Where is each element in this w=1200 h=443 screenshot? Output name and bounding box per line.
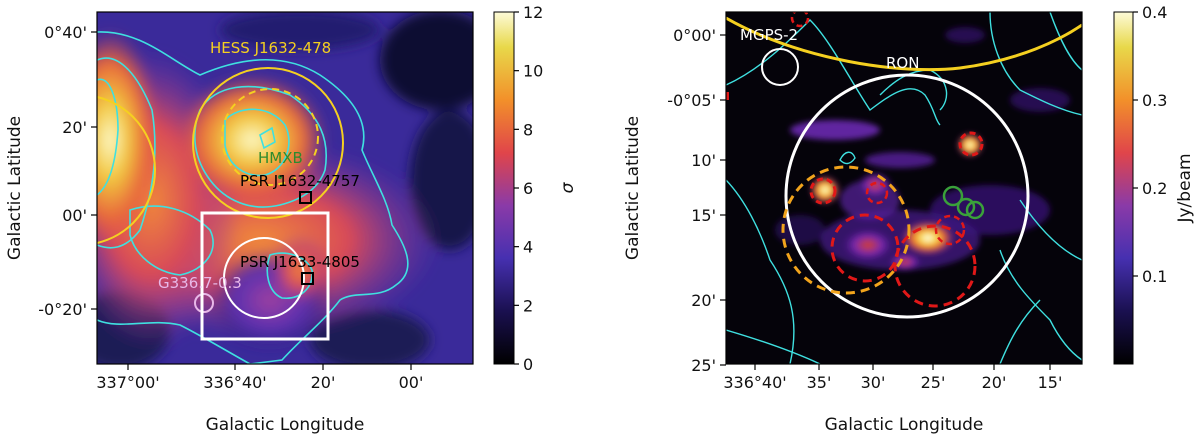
snr-circle [194,293,214,313]
right-colorbar-label: Jy/beam [1175,153,1195,223]
red-dashed-circle-5 [865,181,889,205]
x-tick-label: 20' [982,373,1007,392]
y-tick-label: -0°05' [667,91,716,110]
red-dashed-circle-3 [809,177,837,205]
snr-label: G336.7-0.3 [158,274,242,292]
y-tick-label: 0°00' [673,26,716,45]
y-tick-label: 10' [691,151,716,170]
left-heatmap [97,12,473,364]
mgps-label: MGPS-2 [740,26,798,44]
neighbour-circle [97,95,156,245]
cb-tick-label: 0.2 [1142,179,1167,198]
edge-marker [726,92,729,100]
psr2-marker [301,272,314,285]
left-colorbar-label: σ [558,181,578,193]
y-tick-label: 15' [691,206,716,225]
x-tick-label: 35' [807,373,832,392]
orange-dashed-circle [781,165,911,295]
psr2-label: PSR J1633-4805 [240,253,360,271]
ron-circle [784,73,1030,319]
cb-tick-label: 4 [523,238,533,257]
x-tick-label: 15' [1038,373,1063,392]
y-tick-label: 20' [691,291,716,310]
right-frame [725,11,1083,365]
x-tick-label: 00' [399,373,424,392]
cb-tick-label: 12 [523,3,543,22]
hmxb-label: HMXB [258,149,303,167]
right-yticks: 0°00' -0°05' 10' 15' 20' 25' [667,26,726,375]
cb-tick-label: 0 [523,355,533,374]
cb-tick-label: 8 [523,120,533,139]
ron-arc [726,16,1082,72]
mgps-beam [761,48,799,86]
y-tick-label: 0°40' [44,23,87,42]
cb-tick-label: 0.4 [1142,3,1167,22]
psr1-marker [299,191,312,204]
right-xticks: 336°40' 35' 30' 25' 20' 15' [723,364,1062,392]
red-dashed-circle-4 [958,131,984,157]
white-circle [223,237,305,319]
green-circle-3 [965,200,985,220]
y-tick-label: -0°20' [38,300,87,319]
ron-label: RON [886,54,919,72]
cb-tick-label: 6 [523,179,533,198]
cb-tick-label: 0.3 [1142,91,1167,110]
cb-tick-label: 2 [523,296,533,315]
right-panel: MGPS-2 RON 336°40' 35' 30' 25' 20' 15' 0°00' -… [623,3,1195,435]
cb-tick-label: 10 [523,62,543,81]
hmxb-marker [278,175,282,179]
psr1-label: PSR J1632-4757 [240,172,360,190]
red-dashed-circle-7 [790,12,810,28]
right-colorbar [1113,11,1134,365]
left-overlays [97,67,344,341]
x-tick-label: 336°40' [723,373,786,392]
left-xticks: 337°00' 336°40' 20' 00' [96,364,423,392]
cb-tick-label: 0.1 [1142,267,1167,286]
zoom-box [200,211,330,341]
left-panel: HESS J1632-478 HMXB PSR J1632-4757 PSR J… [5,3,578,435]
y-tick-label: 20' [62,118,87,137]
hess-label: HESS J1632-478 [210,39,331,57]
radio-contours [726,12,1082,364]
y-tick-label: 25' [691,356,716,375]
right-ylabel: Galactic Latitude [623,116,643,260]
hess-dashed-circle [221,88,319,186]
x-tick-label: 336°40' [203,373,266,392]
green-circle-2 [956,197,976,217]
hess-circle [192,67,344,219]
right-overlays [726,12,1082,319]
left-colorbar [493,11,515,365]
x-tick-label: 337°00' [96,373,159,392]
red-dashed-circle-2 [893,224,977,308]
red-dashed-circle-6 [934,214,966,246]
x-tick-label: 20' [311,373,336,392]
left-ylabel: Galactic Latitude [5,116,25,260]
left-colorbar-ticks: 0 2 4 6 8 10 12 [514,3,543,374]
right-xlabel: Galactic Longitude [825,415,984,435]
x-tick-label: 25' [921,373,946,392]
right-colorbar-ticks: 0.1 0.2 0.3 0.4 [1133,3,1167,286]
left-frame [96,11,474,365]
green-circle-1 [942,185,964,207]
x-tick-label: 30' [861,373,886,392]
y-tick-label: 00' [62,206,87,225]
left-yticks: 0°40' 20' 00' -0°20' [38,23,97,319]
left-xlabel: Galactic Longitude [206,415,365,435]
